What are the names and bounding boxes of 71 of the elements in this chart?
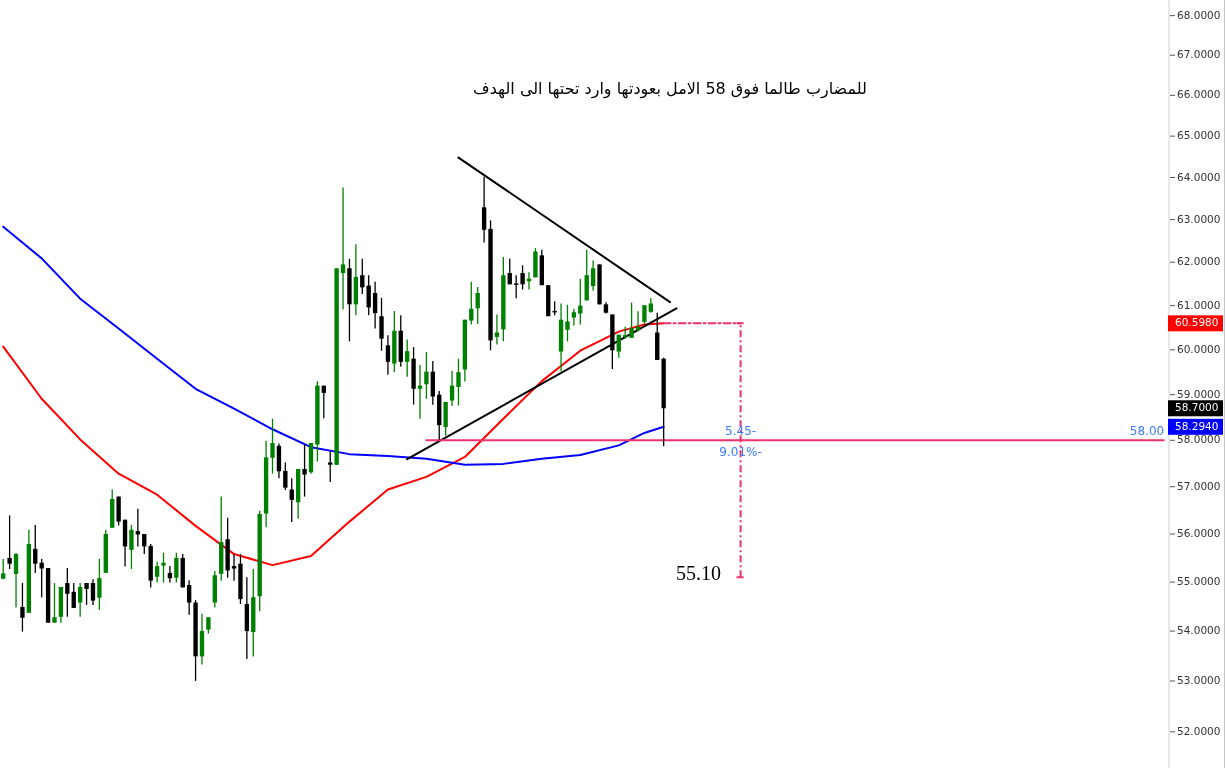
line-series bbox=[2, 225, 665, 466]
y-tick-label: 66.0000 bbox=[1177, 88, 1221, 101]
y-tick-label: 67.0000 bbox=[1177, 48, 1221, 61]
candlestick bbox=[385, 334, 391, 376]
text: 58.7000 bbox=[1175, 401, 1219, 414]
candlestick bbox=[372, 281, 378, 330]
y-tick-label: 56.0000 bbox=[1177, 526, 1221, 539]
candlestick bbox=[565, 304, 570, 342]
text: 58.2940 bbox=[1175, 419, 1219, 432]
candlestick bbox=[513, 274, 519, 299]
candlestick bbox=[590, 259, 596, 292]
candlestick bbox=[71, 582, 76, 609]
candlestick bbox=[340, 186, 346, 310]
candlestick bbox=[39, 558, 44, 598]
candlestick bbox=[13, 552, 19, 609]
y-tick-label: 63.0000 bbox=[1177, 212, 1221, 225]
candlestick bbox=[84, 582, 89, 606]
candlestick bbox=[404, 338, 410, 378]
candlestick bbox=[507, 258, 512, 285]
y-tick-label: 68.0000 bbox=[1177, 8, 1221, 21]
text: للمضارب طالما فوق 58 الامل بعودتها وارد تحتها الى الهدف bbox=[473, 79, 867, 99]
y-tick-label: 59.0000 bbox=[1177, 387, 1221, 400]
y-tick-label: 60.0000 bbox=[1177, 342, 1221, 355]
candlestick bbox=[424, 351, 429, 400]
y-tick-label: 55.0000 bbox=[1177, 575, 1221, 588]
candlestick bbox=[77, 582, 83, 618]
y-tick-label: 53.0000 bbox=[1177, 673, 1221, 686]
y-tick-label: 52.0000 bbox=[1177, 724, 1221, 737]
candlestick bbox=[161, 551, 166, 584]
y-tick-label: 57.0000 bbox=[1177, 479, 1221, 492]
candlestick bbox=[328, 450, 333, 483]
candlestick bbox=[456, 358, 461, 407]
candlestick bbox=[90, 578, 96, 606]
candlestick bbox=[642, 304, 647, 325]
annotation: 58.00 bbox=[1129, 423, 1165, 438]
y-tick-label: 62.0000 bbox=[1177, 255, 1221, 268]
candlestick bbox=[283, 461, 288, 491]
candlestick bbox=[629, 301, 634, 339]
candlestick bbox=[475, 286, 480, 325]
candlestick bbox=[7, 514, 12, 570]
annotation: 55.10 bbox=[676, 561, 722, 584]
candlestick bbox=[129, 524, 134, 570]
candlestick bbox=[20, 582, 25, 633]
candlestick bbox=[360, 258, 365, 295]
candlestick bbox=[520, 264, 525, 291]
y-tick-label: 64.0000 bbox=[1177, 170, 1221, 183]
candlestick bbox=[481, 176, 487, 244]
candlestick bbox=[578, 278, 583, 326]
y-tick-label: 54.0000 bbox=[1177, 624, 1221, 637]
line-series bbox=[2, 322, 665, 567]
candlestick bbox=[174, 551, 179, 584]
candlestick bbox=[186, 579, 192, 616]
candlestick bbox=[270, 418, 275, 475]
annotation: 5.45- bbox=[725, 423, 757, 438]
candlestick bbox=[571, 308, 577, 327]
candlestick bbox=[97, 558, 102, 611]
candlestick bbox=[231, 553, 237, 582]
candlestick bbox=[154, 561, 160, 584]
candlestick bbox=[302, 443, 307, 498]
candlestick bbox=[494, 313, 500, 346]
candlestick bbox=[33, 524, 38, 574]
candlestick bbox=[379, 297, 384, 352]
y-tick-label: 58.0000 bbox=[1177, 433, 1221, 446]
annotation: 9.01%- bbox=[719, 444, 762, 459]
candlestick bbox=[469, 281, 474, 326]
candlestick bbox=[449, 370, 455, 407]
y-tick-label: 61.0000 bbox=[1177, 298, 1221, 311]
candlestick bbox=[65, 567, 70, 618]
candlestick bbox=[52, 582, 57, 624]
y-tick-label: 65.0000 bbox=[1177, 129, 1221, 142]
text: 60.5980 bbox=[1175, 316, 1219, 329]
